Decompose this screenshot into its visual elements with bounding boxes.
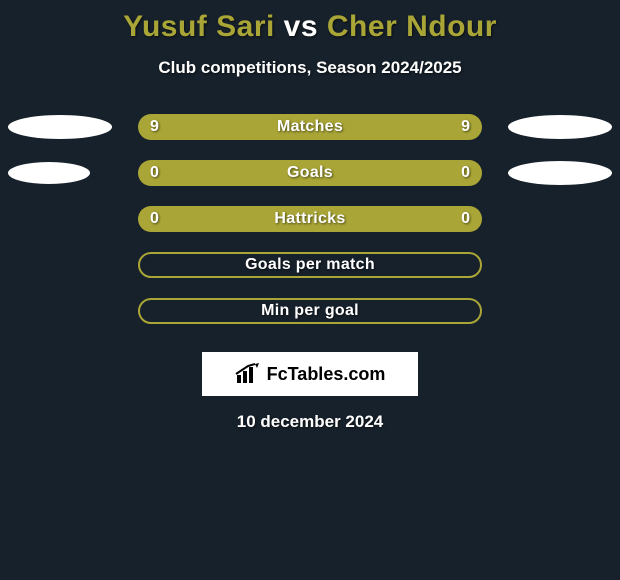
stat-value-left: 0 xyxy=(150,210,159,228)
stat-row-goals-per-match: Goals per match xyxy=(0,242,620,288)
stat-row-min-per-goal: Min per goal xyxy=(0,288,620,334)
stat-label: Goals xyxy=(287,164,333,182)
left-ellipse-icon xyxy=(8,162,90,184)
stat-row-goals: Goals 0 0 xyxy=(0,150,620,196)
stat-row-hattricks: Hattricks 0 0 xyxy=(0,196,620,242)
stat-label: Goals per match xyxy=(245,256,375,274)
stat-bar: Goals per match xyxy=(138,252,482,278)
stat-row-matches: Matches 9 9 xyxy=(0,104,620,150)
brand-badge: FcTables.com xyxy=(202,352,418,396)
stat-bar: Goals xyxy=(138,160,482,186)
subtitle: Club competitions, Season 2024/2025 xyxy=(0,58,620,78)
player1-name: Yusuf Sari xyxy=(123,10,275,43)
date-text: 10 december 2024 xyxy=(0,412,620,432)
player2-name: Cher Ndour xyxy=(327,10,497,43)
stat-value-right: 9 xyxy=(461,118,470,136)
vs-separator: vs xyxy=(284,10,318,43)
stat-value-right: 0 xyxy=(461,164,470,182)
brand-text: FcTables.com xyxy=(267,364,386,385)
right-ellipse-icon xyxy=(508,115,612,139)
stat-bar: Hattricks xyxy=(138,206,482,232)
infographic-canvas: Yusuf Sari vs Cher Ndour Club competitio… xyxy=(0,0,620,580)
bar-chart-icon xyxy=(235,363,261,385)
page-title: Yusuf Sari vs Cher Ndour xyxy=(0,0,620,44)
stat-value-right: 0 xyxy=(461,210,470,228)
stat-bar: Matches xyxy=(138,114,482,140)
stat-value-left: 0 xyxy=(150,164,159,182)
left-ellipse-icon xyxy=(8,115,112,139)
stat-value-left: 9 xyxy=(150,118,159,136)
stat-bar: Min per goal xyxy=(138,298,482,324)
stats-container: Matches 9 9 Goals 0 0 Hattricks 0 0 Goal… xyxy=(0,104,620,334)
right-ellipse-icon xyxy=(508,161,612,185)
stat-label: Hattricks xyxy=(274,210,345,228)
stat-label: Matches xyxy=(277,118,343,136)
stat-label: Min per goal xyxy=(261,302,359,320)
